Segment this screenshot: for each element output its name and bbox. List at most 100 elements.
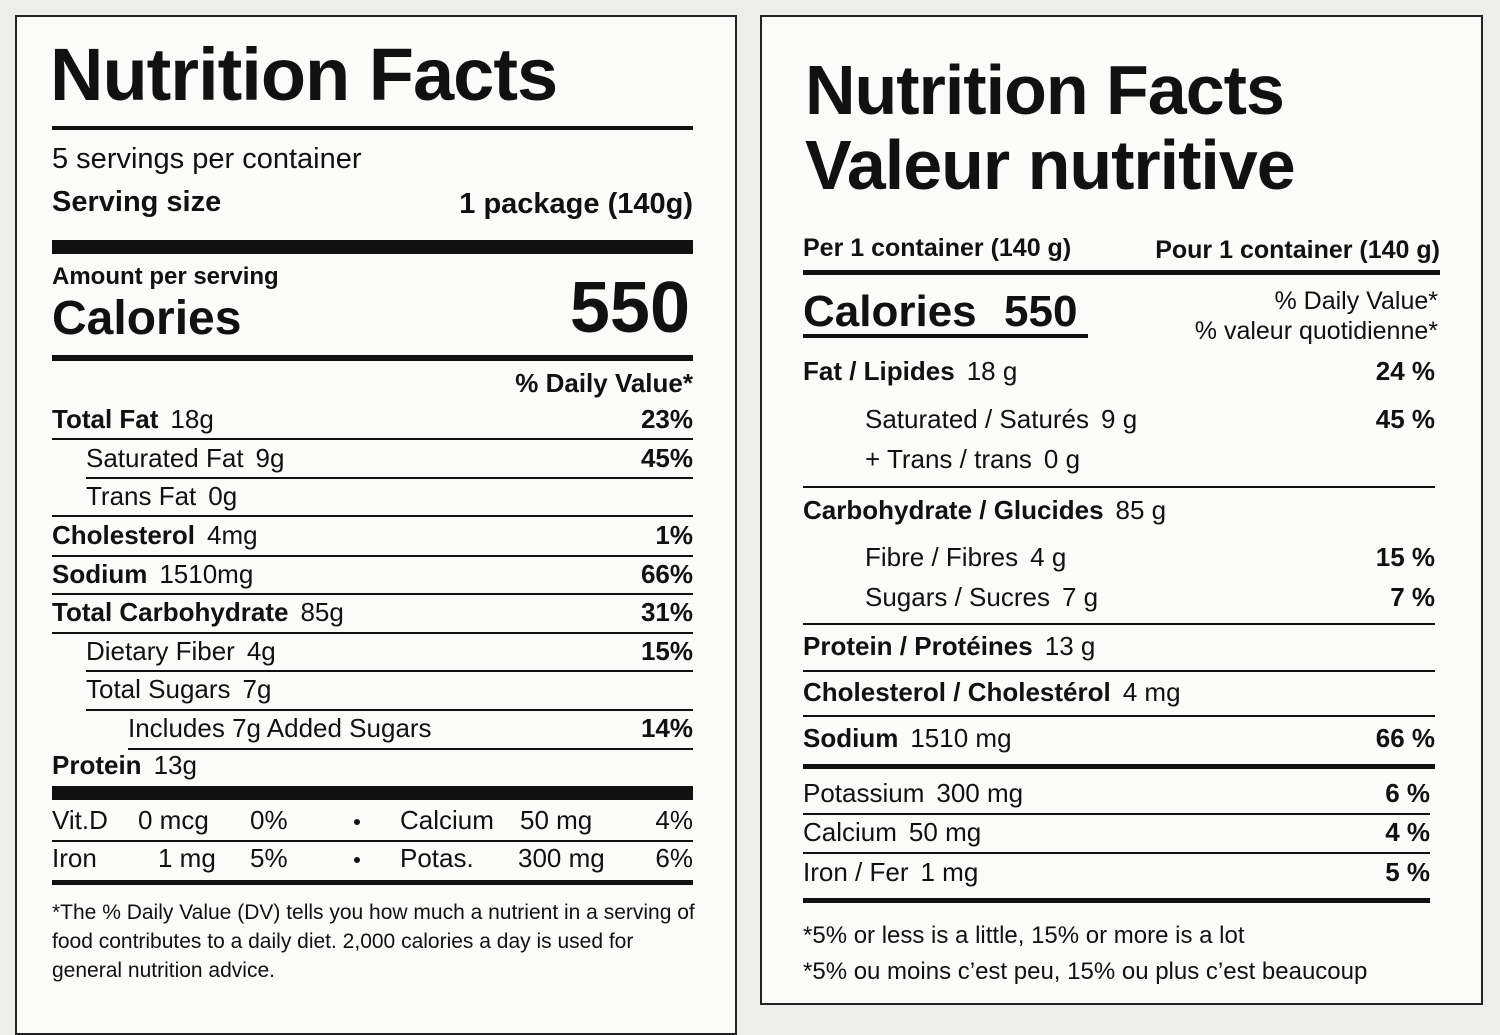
label: Sodium xyxy=(52,559,148,589)
title-en: Nutrition Facts xyxy=(805,51,1285,129)
label: Iron xyxy=(52,843,97,873)
rule xyxy=(52,555,693,557)
rule xyxy=(803,898,1430,903)
calories-value: 550 xyxy=(1004,287,1078,336)
amount: 85 g xyxy=(1115,495,1167,525)
amount: 4g xyxy=(246,636,276,666)
dv: 66% xyxy=(640,559,693,589)
nutrient-row: Sugars / Sucres 7 g 7 % xyxy=(803,582,1435,612)
label: Calcium xyxy=(400,805,494,835)
dv: 6% xyxy=(655,843,693,873)
dv: 4% xyxy=(655,805,693,835)
nutrient-row: Iron / Fer 1 mg 5 % xyxy=(803,857,1430,887)
rule xyxy=(52,840,693,842)
rule xyxy=(52,126,693,130)
servings: 5 servings per container xyxy=(52,143,362,175)
label: Total Fat xyxy=(52,404,159,434)
per-en: Per 1 container (140 g) xyxy=(803,234,1072,262)
amount: 1510mg xyxy=(159,559,254,589)
rule xyxy=(86,477,693,479)
label: Sodium xyxy=(803,723,899,753)
nutrient-row: Dietary Fiber 4g 15% xyxy=(52,636,693,666)
amount: 18g xyxy=(170,404,214,434)
amount: 13 g xyxy=(1044,631,1096,661)
label: Iron / Fer xyxy=(803,857,909,887)
per-fr: Pour 1 container (140 g) xyxy=(1155,236,1440,264)
label: Potas. xyxy=(400,843,474,873)
amount: 50 mg xyxy=(520,805,593,835)
footnote: *The % Daily Value (DV) tells you how mu… xyxy=(52,901,695,982)
amount: 4mg xyxy=(207,520,258,550)
nutrient-row: Cholesterol 4mg 1% xyxy=(52,520,693,550)
right-panel xyxy=(760,15,1483,1005)
nutrient-row: Potassium 300 mg 6 % xyxy=(803,778,1430,808)
nutrient-row: Fibre / Fibres 4 g 15 % xyxy=(803,542,1435,572)
rule xyxy=(803,764,1435,769)
dv: 15 % xyxy=(1375,542,1435,572)
nutrient-row: Protein / Protéines 13 g xyxy=(803,631,1435,661)
serving-size-value: 1 package (140g) xyxy=(459,188,693,220)
dv: 4 % xyxy=(1385,817,1430,847)
amount: 13g xyxy=(153,750,197,780)
amount: 18 g xyxy=(966,356,1018,386)
label: Potassium xyxy=(803,778,925,808)
amount: 1 mg xyxy=(158,843,216,873)
label: Includes 7g Added Sugars xyxy=(128,713,432,743)
label: Saturated / Saturés xyxy=(865,404,1090,434)
nutrient-row: Sodium 1510 mg 66 % xyxy=(803,723,1435,753)
rule xyxy=(52,593,693,595)
rule xyxy=(52,355,693,361)
dv: 14% xyxy=(640,713,693,743)
footnote-fr: *5% ou moins c’est peu, 15% ou plus c’es… xyxy=(803,958,1368,985)
label: Cholesterol xyxy=(52,520,196,550)
amount: 0 g xyxy=(1043,444,1081,474)
nutrient-row: Protein 13g xyxy=(52,750,693,780)
dv: 7 % xyxy=(1390,582,1435,612)
amount: 9g xyxy=(255,443,285,473)
label: Carbohydrate / Glucides xyxy=(803,495,1104,525)
nutrient-row: Total Sugars 7g xyxy=(52,674,693,704)
rule xyxy=(52,240,693,254)
amount: 9 g xyxy=(1101,404,1138,434)
rule xyxy=(803,623,1435,625)
vitamin-row: Iron 1 mg 5% Potas. 300 mg 6% xyxy=(52,843,693,873)
rule xyxy=(803,334,1088,338)
label: + Trans / trans xyxy=(865,444,1032,474)
rule xyxy=(128,748,693,750)
rule xyxy=(86,670,693,672)
amount: 85g xyxy=(300,597,344,627)
dv: 0% xyxy=(250,805,288,835)
dv: 1% xyxy=(655,520,693,550)
label: Vit.D xyxy=(52,805,108,835)
dv: 5 % xyxy=(1385,857,1430,887)
nutrient-row: Saturated Fat 9g 45% xyxy=(52,443,693,473)
rule xyxy=(52,786,693,800)
label: Fibre / Fibres xyxy=(865,542,1019,572)
amount: 300 mg xyxy=(518,843,605,873)
nutrient-row: Sodium 1510mg 66% xyxy=(52,559,693,589)
rule xyxy=(803,486,1435,488)
rule xyxy=(52,632,693,634)
left-panel xyxy=(15,15,737,1035)
dv: 24 % xyxy=(1375,356,1435,386)
calories-label: Calories xyxy=(803,287,977,336)
dv: 23% xyxy=(640,404,693,434)
bullet xyxy=(354,857,360,863)
amount-per-serving: Amount per serving xyxy=(52,263,279,290)
title-fr: Valeur nutritive xyxy=(805,126,1296,204)
label: Cholesterol / Cholestérol xyxy=(803,677,1111,707)
calories-label: Calories xyxy=(52,292,242,345)
label: Protein xyxy=(52,750,142,780)
rule xyxy=(803,852,1430,854)
nutrient-row: Total Carbohydrate 85g 31% xyxy=(52,597,693,627)
dv: 45% xyxy=(640,443,693,473)
rule xyxy=(52,438,693,440)
title: Nutrition Facts xyxy=(50,33,558,116)
nutrient-row: Trans Fat 0g xyxy=(52,481,693,511)
label: Trans Fat xyxy=(86,481,197,511)
amount: 7 g xyxy=(1061,582,1099,612)
dv: 5% xyxy=(250,843,288,873)
rule xyxy=(803,813,1430,815)
nutrient-row: Cholesterol / Cholestérol 4 mg xyxy=(803,677,1435,707)
